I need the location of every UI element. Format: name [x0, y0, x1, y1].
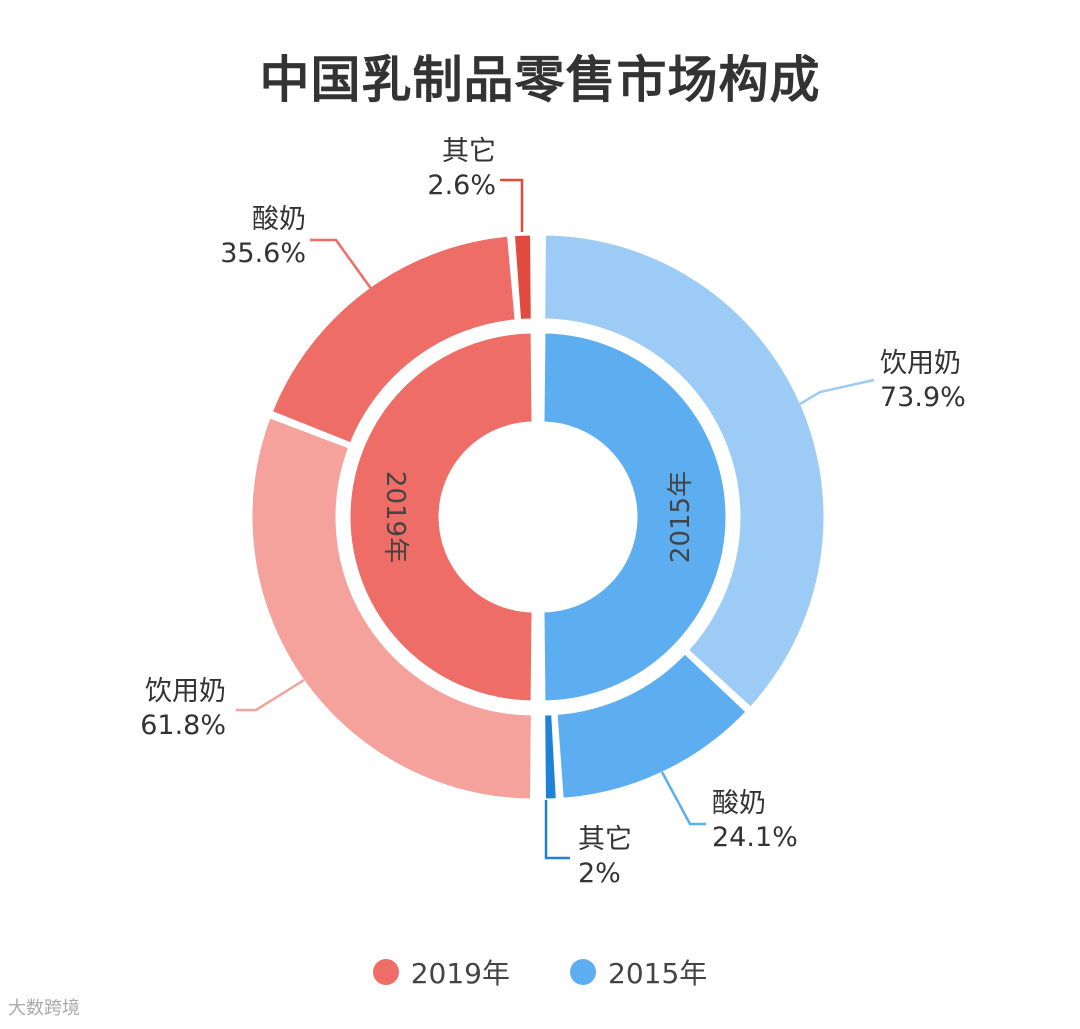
- slice-value-2015-0: 73.9%: [880, 382, 966, 413]
- slice-label-2019-1: 酸奶: [252, 204, 306, 235]
- slice-label-2015-0: 饮用奶: [880, 348, 961, 379]
- leader-line-2015-2: [544, 800, 570, 860]
- slice-label-2019-2: 其它: [442, 136, 496, 167]
- leader-line-2015-1: [660, 771, 706, 826]
- slice-label-2015-1: 酸奶: [712, 788, 766, 819]
- year-label-2015: 2015年: [666, 471, 696, 563]
- footer-brand: 大数跨境: [8, 998, 80, 1019]
- slice-2015-0: [542, 232, 827, 711]
- slice-value-2015-1: 24.1%: [712, 822, 798, 853]
- slice-2015-1: [554, 650, 750, 801]
- year-label-2019: 2019年: [380, 471, 410, 563]
- legend-marker-2019: [372, 959, 399, 985]
- slice-2019-2: [511, 232, 534, 323]
- inner-ring-2015: [541, 330, 729, 704]
- slice-value-2019-2: 2.6%: [427, 170, 496, 201]
- leader-line-2019-1: [310, 238, 374, 291]
- chart-title: 中国乳制品零售市场构成: [259, 51, 821, 109]
- leader-line-2015-0: [799, 378, 875, 406]
- slice-label-2019-0: 饮用奶: [145, 676, 226, 707]
- leader-line-2019-0: [236, 678, 305, 712]
- slice-value-2019-1: 35.6%: [220, 238, 306, 269]
- legend-item-2015[interactable]: 2015年: [570, 952, 707, 992]
- slice-2019-0: [249, 414, 534, 802]
- inner-ring-2019: [347, 330, 535, 704]
- legend-label-2015: 2015年: [608, 957, 708, 990]
- slice-value-2015-2: 2%: [578, 858, 621, 889]
- leader-line-2019-2: [500, 178, 524, 232]
- slice-label-2015-2: 其它: [578, 824, 632, 855]
- slice-2015-2: [542, 712, 559, 802]
- legend-item-2019[interactable]: 2019年: [372, 952, 510, 992]
- slice-2019-1: [269, 233, 518, 446]
- legend-label-2019: 2019年: [410, 957, 510, 990]
- legend-marker-2015: [570, 959, 596, 985]
- legend: 2019年 2015年: [0, 952, 1080, 992]
- slice-value-2019-0: 61.8%: [140, 710, 226, 741]
